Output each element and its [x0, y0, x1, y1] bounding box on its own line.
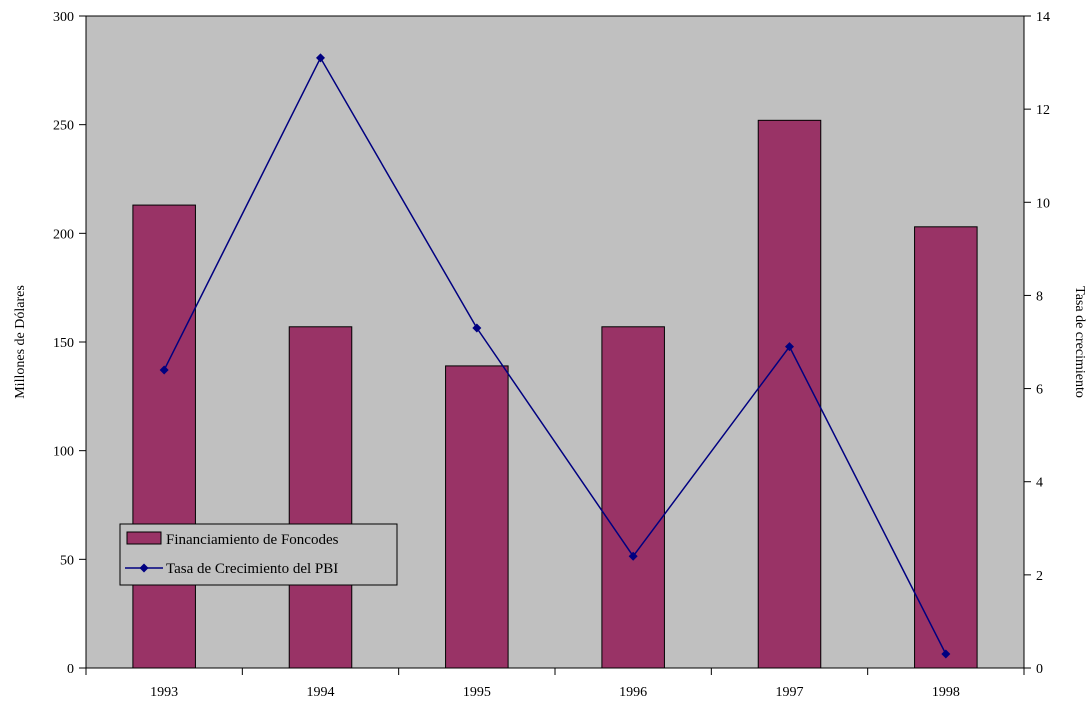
legend-box	[119, 523, 398, 586]
line-series	[159, 53, 951, 659]
left-tick-label: 100	[53, 445, 74, 460]
right-tick-label: 12	[1036, 103, 1050, 118]
left-tick-label: 0	[67, 662, 74, 677]
growth-rate-point-1996	[628, 551, 638, 561]
growth-rate-point-1997	[785, 342, 794, 352]
growth-rate-point-1995	[472, 323, 482, 333]
left-tick-label: 250	[53, 119, 74, 134]
bar-series	[132, 119, 978, 669]
legend: Financiamiento de Foncodes Tasa de Creci…	[119, 523, 398, 586]
right-tick-label: 0	[1036, 662, 1043, 677]
bar-1998	[914, 226, 978, 669]
left-axis-title: Millones de Dólares	[13, 285, 28, 399]
left-axis-ticks: 0 50 100 150 200 250 300	[53, 10, 86, 677]
left-tick-label: 50	[60, 553, 74, 568]
left-tick-label: 300	[53, 10, 74, 25]
left-tick-label: 150	[53, 336, 74, 351]
growth-rate-point-1998	[941, 649, 951, 659]
legend-label-line: Tasa de Crecimiento del PBI	[166, 561, 338, 577]
right-axis-ticks: 0 2 4 6 8 10 12 14	[1024, 10, 1050, 677]
growth-rate-line	[163, 56, 947, 655]
bar-1995	[445, 365, 509, 669]
left-tick-label: 200	[53, 227, 74, 242]
x-tick-label: 1996	[619, 685, 647, 700]
bar-1993	[132, 204, 196, 669]
right-tick-label: 6	[1036, 383, 1043, 398]
x-tick-label: 1994	[307, 685, 335, 700]
bar-1997	[757, 119, 822, 669]
x-axis-ticks: 1993 1994 1995 1996 1997 1998	[85, 668, 1025, 700]
bar-1994	[288, 326, 353, 669]
right-tick-label: 2	[1036, 569, 1043, 584]
bar-1996	[601, 326, 665, 669]
legend-swatch-marker	[139, 563, 149, 573]
growth-rate-point-1993	[159, 365, 169, 375]
right-tick-label: 10	[1036, 196, 1050, 211]
legend-swatch-bar	[126, 531, 162, 545]
growth-rate-point-1994	[316, 53, 325, 63]
right-tick-label: 14	[1036, 10, 1050, 25]
legend-label-bar: Financiamiento de Foncodes	[166, 532, 339, 548]
right-axis-title: Tasa de crecimiento	[1072, 286, 1086, 398]
right-tick-label: 4	[1036, 476, 1043, 491]
x-tick-label: 1993	[150, 685, 178, 700]
x-tick-label: 1997	[776, 685, 804, 700]
right-tick-label: 8	[1036, 289, 1043, 304]
x-tick-label: 1998	[932, 685, 960, 700]
x-tick-label: 1995	[463, 685, 491, 700]
